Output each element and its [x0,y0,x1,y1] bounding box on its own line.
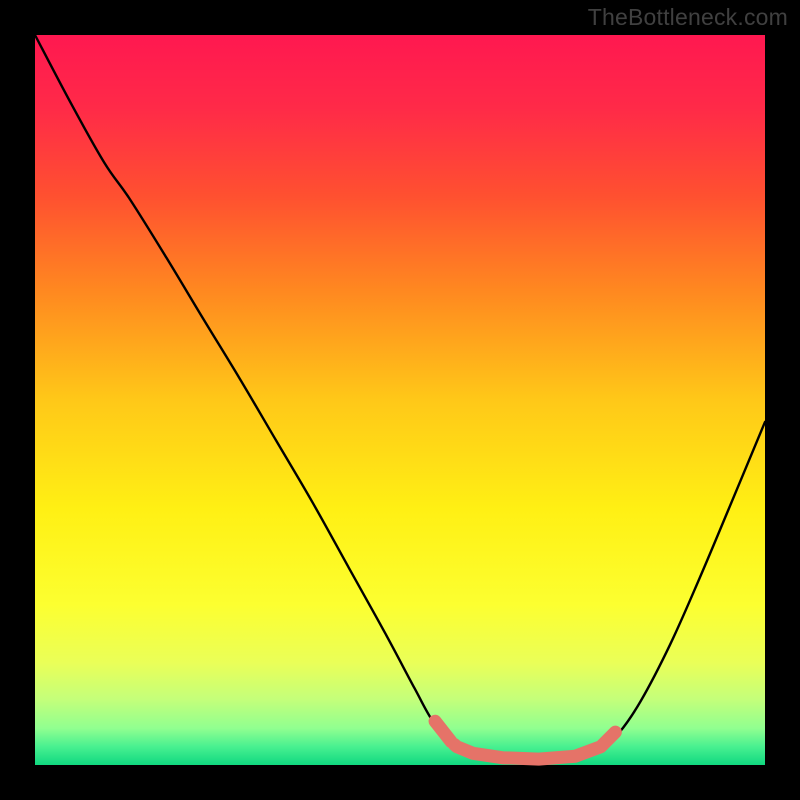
curve-layer [35,35,765,765]
chart-frame: TheBottleneck.com [0,0,800,800]
watermark-text: TheBottleneck.com [588,4,788,31]
bottleneck-curve [35,35,765,761]
plot-area [35,35,765,765]
highlight-segment [435,721,615,759]
